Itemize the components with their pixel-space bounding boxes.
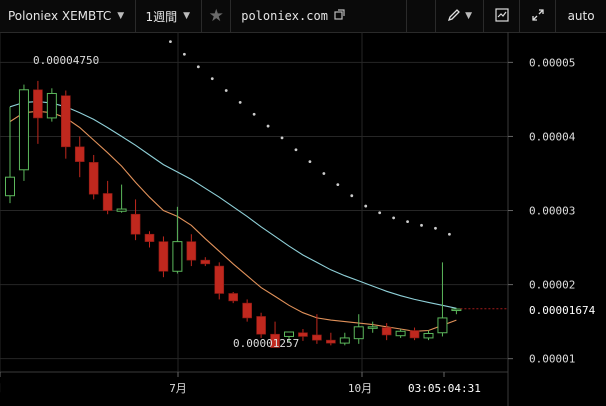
candle-body-up	[172, 241, 183, 272]
candle-body-down	[228, 293, 238, 302]
candlestick-series	[5, 80, 462, 348]
pencil-icon	[447, 8, 461, 25]
drawing-tool-button[interactable]: ▼	[434, 0, 485, 32]
candle-body-down	[60, 95, 71, 148]
slow-moving-average-line	[9, 101, 457, 309]
site-label: poloniex.com	[241, 9, 328, 23]
star-icon: ★	[208, 6, 224, 26]
candle-body-up	[5, 176, 15, 197]
candle-body-down	[144, 233, 155, 242]
candle-body-up	[367, 326, 378, 329]
candle-body-down	[242, 302, 252, 319]
price-tick-label: 0.00005	[529, 56, 575, 69]
sar-point	[182, 52, 186, 56]
auto-scale-button[interactable]: auto	[556, 0, 606, 32]
candle-body-up	[423, 332, 434, 339]
symbol-label: Poloniex XEMBTC	[8, 9, 112, 23]
time-tick-label: 10月	[348, 382, 372, 395]
parabolic-sar-series	[169, 40, 451, 236]
candle-body-up	[284, 331, 294, 337]
candle-body-down	[298, 332, 308, 337]
time-tick-label: 7月	[169, 382, 187, 395]
candle-body-down	[33, 89, 43, 119]
fast-moving-average-line	[9, 110, 457, 332]
crosshair-time-badge	[402, 378, 486, 398]
min-price-annotation: 0.00001257	[233, 337, 299, 350]
candle-body-down	[130, 213, 141, 235]
candle-body-down	[270, 333, 280, 348]
sar-point	[266, 124, 270, 128]
candle-body-down	[158, 241, 169, 272]
sar-point	[378, 211, 382, 215]
auto-label: auto	[567, 9, 595, 23]
interval-label: 1週間	[145, 9, 178, 24]
sar-point	[252, 112, 256, 116]
candle-body-down	[381, 327, 392, 336]
fullscreen-button[interactable]	[520, 0, 557, 32]
candle-body-down	[409, 330, 420, 339]
sar-point	[448, 232, 451, 236]
candle-body-down	[200, 259, 211, 265]
chart-toolbar: Poloniex XEMBTC ▼ 1週間 ▼ ★ poloniex.com ▼…	[0, 0, 606, 33]
sar-point	[210, 77, 214, 81]
favorite-button[interactable]: ★	[202, 0, 232, 32]
sar-point	[434, 226, 437, 230]
price-tick-label: 0.00002	[529, 279, 575, 292]
candle-body-down	[88, 162, 99, 195]
candle-body-down	[102, 193, 113, 211]
chevron-down-icon: ▼	[183, 11, 191, 21]
price-axis[interactable]: 0.00005 0.00004 0.00003 0.00002 0.00001	[507, 32, 576, 406]
sar-point	[350, 194, 354, 198]
candle-body-up	[116, 208, 127, 212]
candle-body-up	[339, 337, 350, 344]
sar-point	[420, 223, 423, 227]
last-price-label: 0.00001674	[529, 304, 596, 317]
toolbar-spacer	[407, 0, 435, 32]
sar-point	[238, 100, 242, 104]
crosshair-time-label: 03:05:04:31	[408, 382, 481, 395]
price-tick-label: 0.00001	[529, 353, 575, 366]
candle-body-up	[18, 89, 29, 171]
candle-body-down	[186, 241, 197, 261]
symbol-selector[interactable]: Poloniex XEMBTC ▼	[0, 0, 136, 32]
chevron-down-icon: ▼	[465, 11, 472, 21]
sar-point	[392, 216, 396, 220]
site-link[interactable]: poloniex.com	[231, 0, 407, 32]
sar-point	[169, 40, 172, 44]
sar-point	[196, 65, 200, 69]
external-link-icon	[334, 9, 345, 23]
chevron-down-icon: ▼	[117, 11, 125, 21]
candle-body-down	[74, 146, 85, 162]
candle-body-up	[46, 92, 57, 119]
sar-point	[308, 160, 312, 164]
candle-body-up	[353, 326, 364, 340]
time-axis[interactable]: 月 7月 10月	[0, 371, 508, 395]
sar-point	[406, 220, 409, 224]
moving-averages	[9, 101, 457, 332]
max-price-annotation: 0.00004750	[33, 54, 99, 67]
price-tick-label: 0.00003	[529, 205, 575, 218]
grid-lines	[0, 32, 508, 372]
interval-selector[interactable]: 1週間 ▼	[136, 0, 203, 32]
candle-body-up	[395, 330, 406, 337]
candle-body-up	[451, 308, 462, 312]
chart-panel-icon	[495, 7, 509, 25]
chart-panel-button[interactable]	[484, 0, 521, 32]
time-tick-label: 月	[0, 382, 2, 395]
candle-body-down	[326, 339, 336, 344]
sar-point	[280, 136, 284, 140]
sar-point	[294, 148, 298, 152]
candle-body-down	[256, 316, 266, 335]
candle-body-down	[214, 265, 225, 294]
price-tick-label: 0.00004	[529, 130, 576, 143]
sar-point	[322, 172, 326, 175]
sar-point	[336, 183, 340, 186]
sar-point	[224, 89, 228, 92]
price-chart[interactable]: 0.00004750 0.00001257 0.000050.000040.00…	[0, 32, 606, 406]
sar-point	[364, 204, 368, 208]
candle-body-up	[437, 317, 448, 334]
last-price-badge	[510, 300, 606, 319]
candle-body-down	[312, 334, 322, 341]
expand-icon	[531, 8, 545, 25]
